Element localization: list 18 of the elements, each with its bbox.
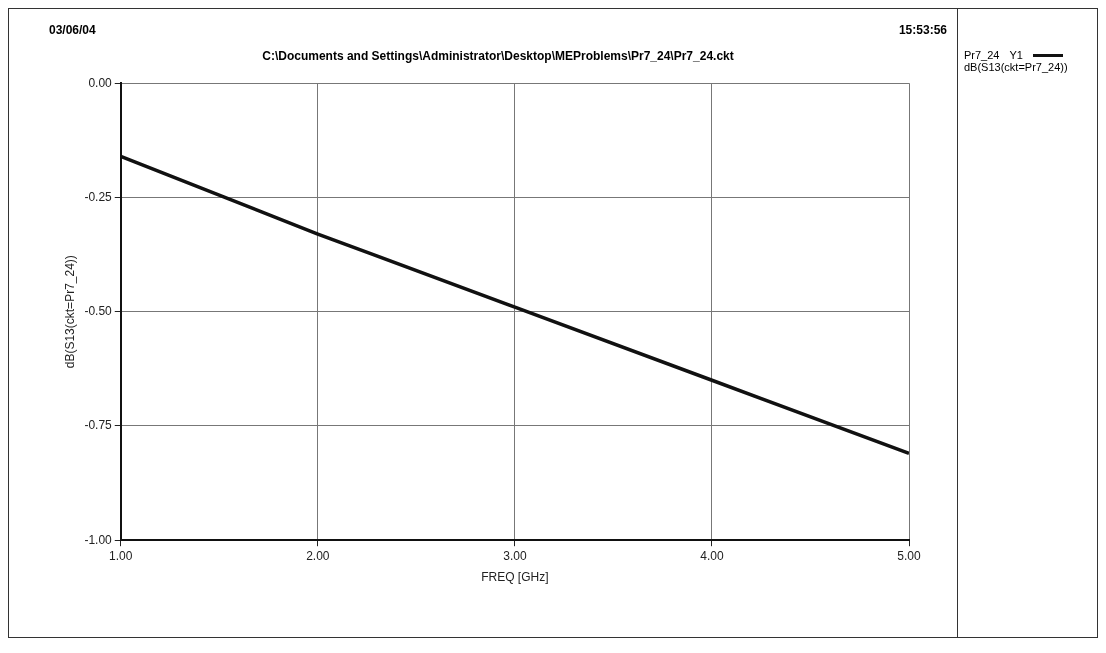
x-axis-title: FREQ [GHz] [481,570,549,585]
y-tick-label: 0.00 [88,75,113,90]
text: Y1 [1009,49,1023,61]
y-tick-label: -0.50 [84,304,113,319]
y-tick-label: -0.25 [84,189,113,204]
x-tick-label: 5.00 [897,548,921,563]
legend-title: Pr7_24 [964,49,1000,61]
text: 15:53:56 [898,23,947,37]
y-tick-label: -1.00 [84,532,113,547]
chart-subtitle: C:\Documents and Settings\Administrator\Desktop\MEProblems\Pr7_24\Pr7_24.ckt [261,49,735,63]
y-axis-title: dB(S13(ckt=Pr7_24)) [62,255,77,369]
x-tick-label: 4.00 [700,548,724,563]
legend-label: dB(S13(ckt=Pr7_24)) [964,61,1068,73]
text: 03/06/04 [49,23,96,37]
y-tick-label: -0.75 [84,418,113,433]
x-tick-label: 3.00 [503,548,527,563]
x-tick-label: 2.00 [306,548,330,563]
x-tick-label: 1.00 [109,548,133,563]
